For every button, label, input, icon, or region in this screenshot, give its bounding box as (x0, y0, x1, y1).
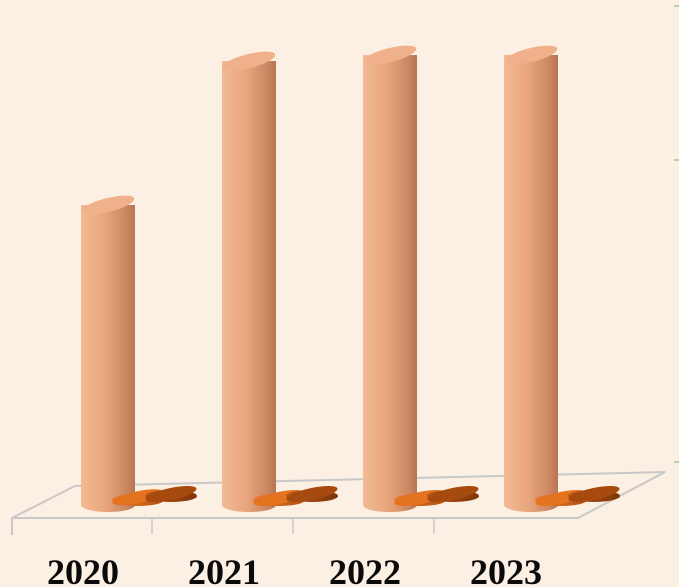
bar-series-2 (145, 486, 197, 502)
bar-series-2 (568, 486, 620, 502)
x-axis-labels: 2020 2021 2022 2023 (47, 552, 542, 587)
chart-marks (81, 45, 620, 512)
bar-series-0 (81, 195, 135, 512)
x-tick-label: 2020 (47, 552, 119, 587)
bar-series-2 (427, 486, 479, 502)
bar-series-0 (363, 45, 417, 512)
chart-floor (11, 5, 679, 535)
bar-series-0 (504, 45, 558, 512)
floor-outline (11, 471, 666, 519)
x-tick-label: 2022 (329, 552, 401, 587)
x-tick-label: 2023 (470, 552, 542, 587)
bar-series-2 (286, 486, 338, 502)
x-tick-label: 2021 (188, 552, 260, 587)
bar-series-0 (222, 51, 276, 512)
